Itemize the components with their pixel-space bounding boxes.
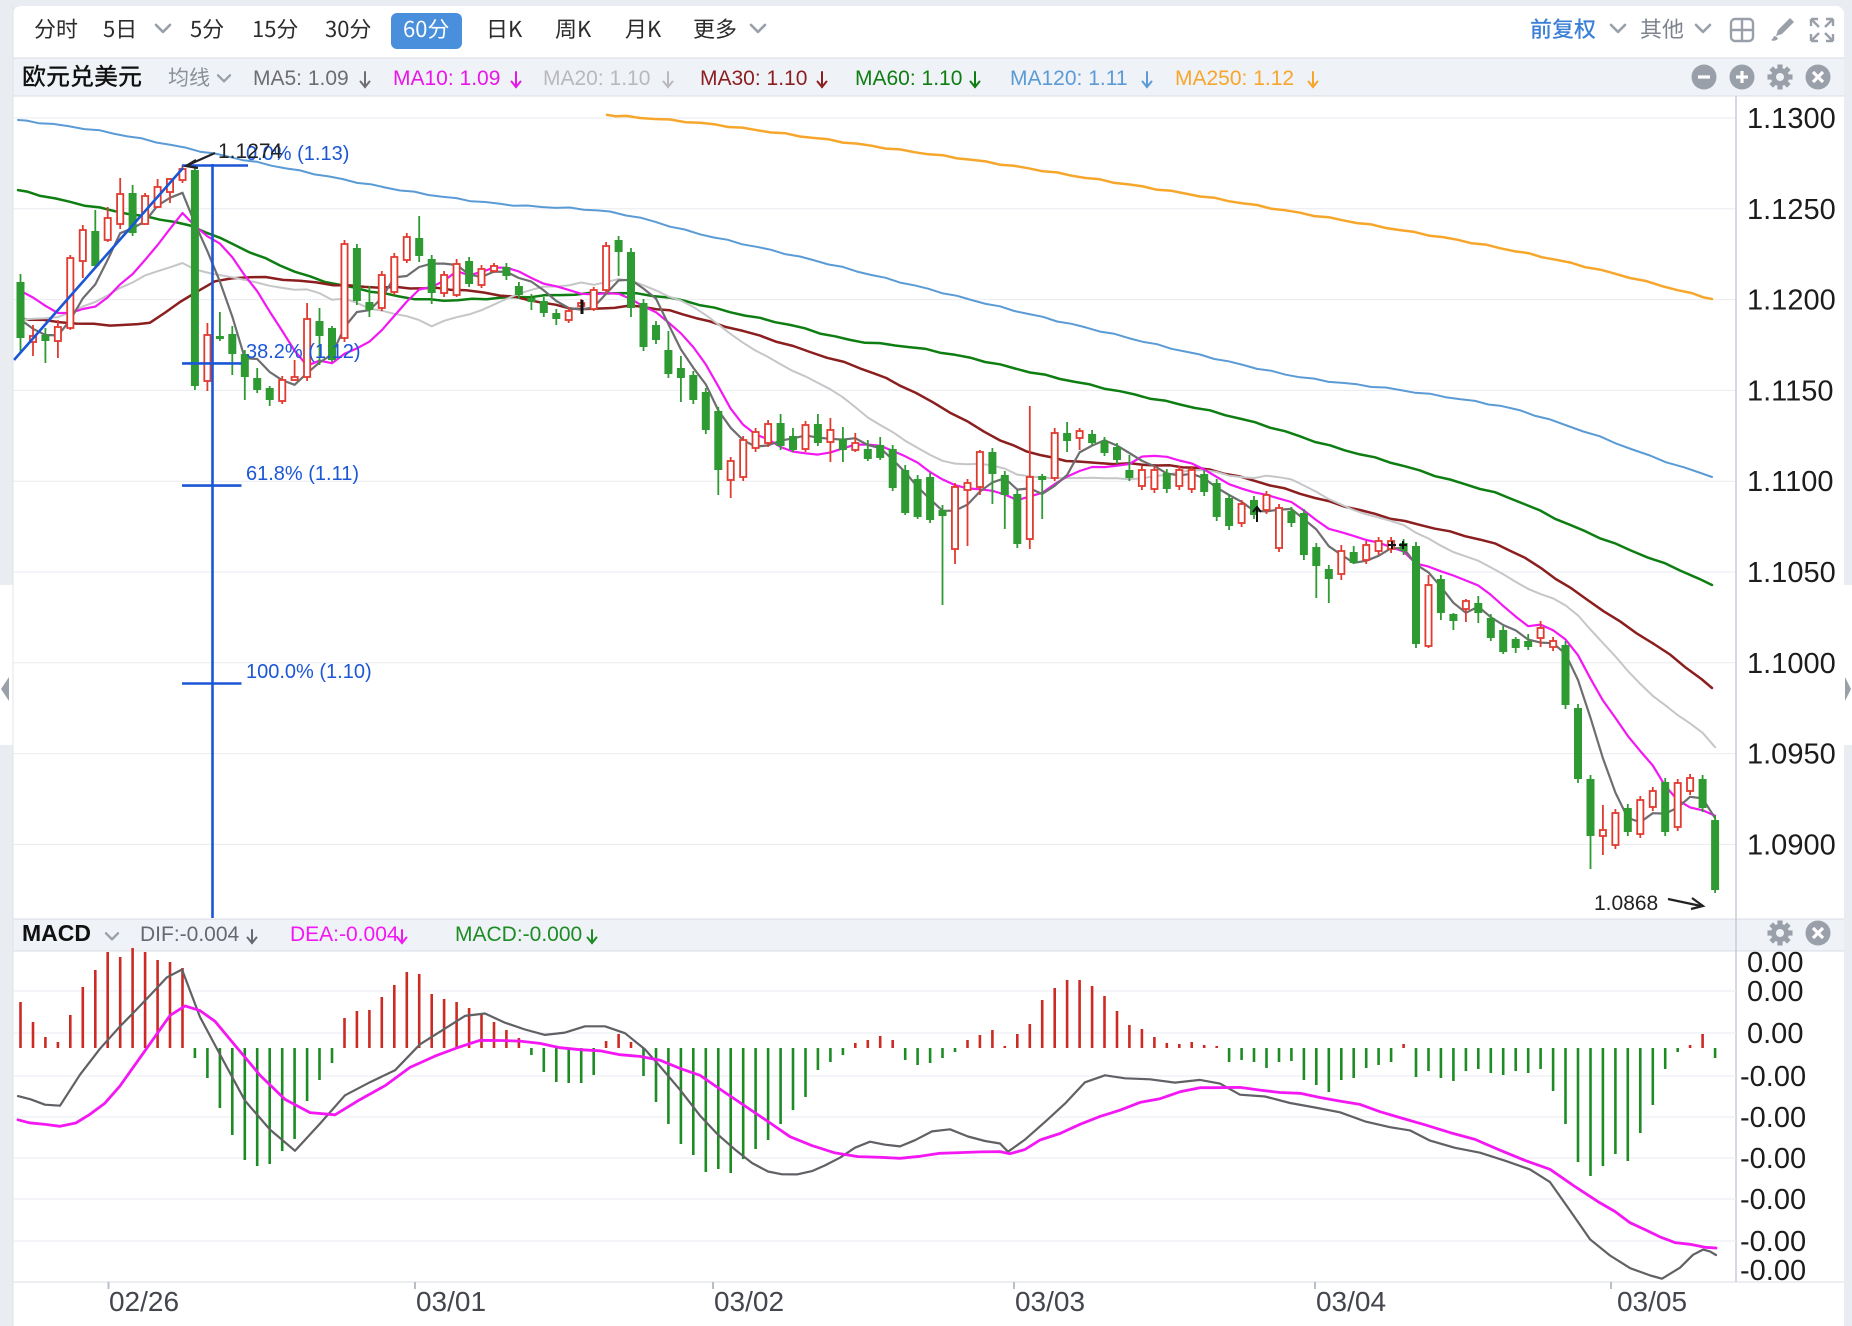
svg-text:MA250: 1.12: MA250: 1.12	[1175, 67, 1294, 90]
svg-text:MA120: 1.11: MA120: 1.11	[1010, 67, 1128, 90]
svg-text:1.1050: 1.1050	[1747, 557, 1836, 589]
svg-text:MA60: 1.10: MA60: 1.10	[855, 67, 962, 90]
svg-text:1.0868: 1.0868	[1594, 892, 1658, 915]
svg-text:1.1100: 1.1100	[1747, 466, 1834, 498]
svg-text:02/26: 02/26	[109, 1286, 179, 1317]
svg-text:61.8% (1.11): 61.8% (1.11)	[246, 463, 359, 485]
svg-text:0.00: 0.00	[1747, 947, 1803, 979]
svg-text:0.00: 0.00	[1747, 976, 1803, 1008]
svg-text:03/03: 03/03	[1015, 1286, 1085, 1317]
svg-text:-0.00: -0.00	[1740, 1255, 1806, 1287]
svg-text:03/01: 03/01	[416, 1286, 486, 1317]
svg-text:MA5: 1.09: MA5: 1.09	[253, 67, 349, 90]
svg-text:-0.00: -0.00	[1740, 1102, 1806, 1134]
svg-text:MA30: 1.10: MA30: 1.10	[700, 67, 807, 90]
svg-text:1.1000: 1.1000	[1747, 648, 1836, 680]
svg-text:0.00: 0.00	[1747, 1018, 1803, 1050]
svg-text:DEA:-0.004: DEA:-0.004	[290, 923, 399, 946]
svg-text:1.1300: 1.1300	[1747, 103, 1836, 135]
svg-text:03/04: 03/04	[1316, 1286, 1386, 1317]
svg-text:1.1274: 1.1274	[218, 140, 283, 163]
svg-text:MA20: 1.10: MA20: 1.10	[543, 67, 650, 90]
svg-text:DIF:-0.004: DIF:-0.004	[140, 923, 240, 946]
svg-text:1.1250: 1.1250	[1747, 194, 1836, 226]
svg-text:03/02: 03/02	[714, 1286, 784, 1317]
svg-text:MA10: 1.09: MA10: 1.09	[393, 67, 500, 90]
svg-text:-0.00: -0.00	[1740, 1184, 1806, 1216]
svg-text:-0.00: -0.00	[1740, 1226, 1806, 1258]
svg-text:0.0% (1.13): 0.0% (1.13)	[246, 143, 349, 165]
svg-text:1.1150: 1.1150	[1747, 375, 1834, 407]
svg-text:MACD: MACD	[22, 920, 91, 946]
svg-text:1.0900: 1.0900	[1747, 829, 1836, 861]
svg-text:100.0% (1.10): 100.0% (1.10)	[246, 661, 372, 683]
svg-text:MACD:-0.000: MACD:-0.000	[455, 923, 582, 946]
svg-text:38.2% (1.12): 38.2% (1.12)	[246, 341, 361, 363]
svg-text:-0.00: -0.00	[1740, 1143, 1806, 1175]
svg-text:-0.00: -0.00	[1740, 1061, 1806, 1093]
svg-text:1.0950: 1.0950	[1747, 739, 1836, 771]
svg-text:03/05: 03/05	[1617, 1286, 1687, 1317]
svg-text:1.1200: 1.1200	[1747, 285, 1836, 317]
